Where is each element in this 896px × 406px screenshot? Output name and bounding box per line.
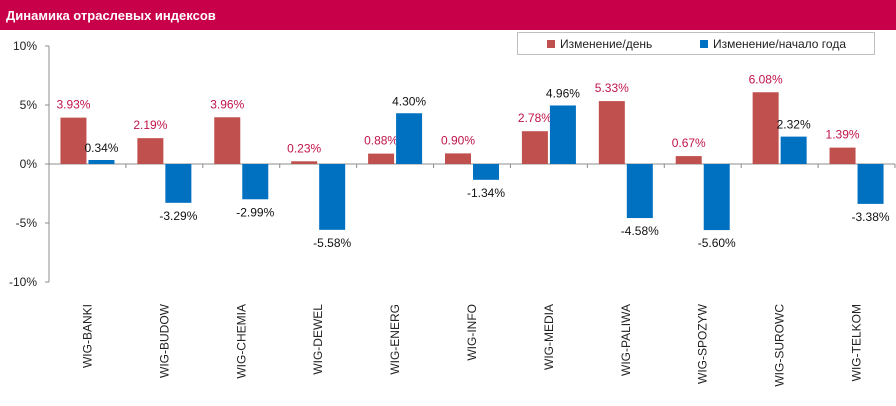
- y-tick-label: 0%: [20, 157, 38, 171]
- data-label-day: 3.93%: [56, 98, 90, 112]
- data-label-day: 2.19%: [133, 118, 167, 132]
- data-label-day: 6.08%: [749, 72, 783, 86]
- x-category-label: WIG-SPOZYW: [696, 303, 710, 384]
- data-label-year: -3.29%: [159, 209, 197, 223]
- x-category-label: WIG-BANKI: [80, 304, 94, 368]
- bar-year: [626, 164, 653, 219]
- header-rule: [0, 30, 896, 32]
- bar-year: [780, 136, 807, 164]
- bar-day: [752, 92, 779, 164]
- chart-title: Динамика отраслевых индексов: [6, 8, 216, 23]
- bar-year: [319, 164, 346, 230]
- legend-item-year: Изменение/начало года: [700, 37, 846, 51]
- bar-day: [598, 101, 625, 164]
- data-label-year: 0.34%: [84, 141, 118, 155]
- bar-day: [60, 117, 87, 164]
- bar-year: [165, 164, 192, 203]
- x-category-label: WIG-INFO: [465, 304, 479, 361]
- legend-label-day: Изменение/день: [560, 37, 653, 51]
- x-category-label: WIG-DEWEL: [311, 304, 325, 375]
- data-label-year: -5.58%: [313, 236, 351, 250]
- x-category-label: WIG-SUROWC: [773, 304, 787, 387]
- data-label-day: 0.88%: [364, 134, 398, 148]
- bar-year: [857, 164, 884, 204]
- data-label-day: 3.96%: [210, 97, 244, 111]
- chart-legend: Изменение/день Изменение/начало года: [517, 32, 875, 55]
- data-label-year: 4.30%: [392, 94, 426, 108]
- data-label-day: 5.33%: [595, 81, 629, 95]
- y-tick-label: -10%: [9, 275, 37, 289]
- bar-day: [214, 117, 241, 164]
- data-label-year: 2.32%: [777, 118, 811, 132]
- bar-day: [521, 131, 548, 164]
- x-category-label: WIG-BUDOW: [157, 303, 171, 378]
- bar-day: [829, 147, 856, 164]
- x-category-label: WIG-TELKOM: [850, 304, 864, 381]
- data-label-day: 1.39%: [826, 128, 860, 142]
- bar-day: [137, 138, 164, 164]
- x-category-label: WIG-CHEMIA: [234, 304, 248, 379]
- y-tick-label: 10%: [13, 39, 37, 53]
- bar-year: [396, 113, 423, 164]
- y-tick-label: -5%: [16, 216, 38, 230]
- y-tick-label: 5%: [20, 98, 38, 112]
- data-label-day: 0.90%: [441, 133, 475, 147]
- data-label-day: 0.23%: [287, 141, 321, 155]
- data-label-year: -1.34%: [467, 186, 505, 200]
- x-category-label: WIG-PALIWA: [619, 304, 633, 376]
- legend-swatch-day: [547, 40, 555, 48]
- data-label-year: -3.38%: [852, 210, 890, 224]
- bar-year: [242, 164, 269, 200]
- chart-header: Динамика отраслевых индексов: [0, 0, 896, 30]
- bar-year: [703, 164, 730, 231]
- legend-swatch-year: [700, 40, 708, 48]
- data-label-year: -4.58%: [621, 224, 659, 238]
- data-label-year: 4.96%: [546, 86, 580, 100]
- bar-year: [473, 164, 499, 180]
- bar-year: [88, 159, 115, 164]
- bar-day: [675, 156, 702, 164]
- bar-year: [549, 105, 576, 164]
- bar-day: [368, 153, 395, 164]
- legend-item-day: Изменение/день: [547, 37, 652, 51]
- x-category-label: WIG-ENERG: [388, 304, 402, 375]
- bar-day: [291, 161, 318, 164]
- data-label-year: -2.99%: [236, 205, 274, 219]
- data-label-day: 0.67%: [672, 136, 706, 150]
- data-label-day: 2.78%: [518, 111, 552, 125]
- data-label-year: -5.60%: [698, 236, 736, 250]
- bar-day: [445, 153, 471, 164]
- legend-label-year: Изменение/начало года: [713, 37, 846, 51]
- x-category-label: WIG-MEDIA: [542, 304, 556, 370]
